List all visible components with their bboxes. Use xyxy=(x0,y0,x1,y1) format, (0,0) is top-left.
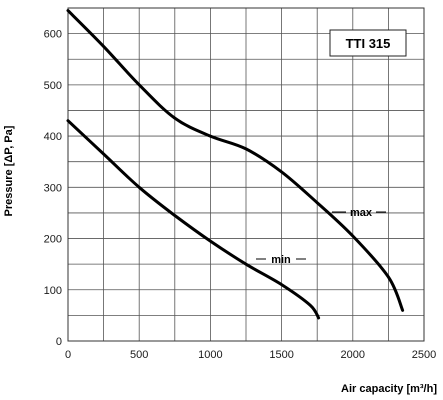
y-axis-title: Pressure [ΔP, Pa] xyxy=(3,125,15,216)
plot-frame xyxy=(67,7,425,342)
x-tick-label: 2000 xyxy=(341,349,365,361)
y-tick-label: 500 xyxy=(44,80,62,92)
y-tick-label: 400 xyxy=(44,131,62,143)
x-tick-label: 1000 xyxy=(198,349,222,361)
y-tick-label: 600 xyxy=(44,29,62,41)
x-tick-label: 500 xyxy=(130,349,148,361)
x-tick-label: 1500 xyxy=(269,349,293,361)
axis-ticks: 0 500 1000 1500 2000 2500 0 100 200 300 400 500 600 xyxy=(44,29,437,361)
model-badge-box xyxy=(329,29,407,57)
y-tick-label: 0 xyxy=(56,336,62,348)
model-label: TTI 315 xyxy=(346,36,391,51)
series-line-min xyxy=(66,119,321,320)
y-tick-label: 300 xyxy=(44,182,62,194)
curves xyxy=(66,9,405,320)
min-label: min xyxy=(271,254,291,266)
x-axis-title: Air capacity [m³/h] xyxy=(341,383,437,395)
grid xyxy=(68,8,424,341)
x-tick-label: 0 xyxy=(65,349,71,361)
series-label-max: max xyxy=(332,207,386,219)
model-badge: TTI 315 xyxy=(329,29,407,57)
series-line-max xyxy=(66,9,405,312)
max-label: max xyxy=(350,207,373,219)
y-tick-label: 100 xyxy=(44,285,62,297)
x-tick-label: 2500 xyxy=(412,349,436,361)
y-tick-label: 200 xyxy=(44,234,62,246)
series-label-min: min xyxy=(256,254,306,266)
